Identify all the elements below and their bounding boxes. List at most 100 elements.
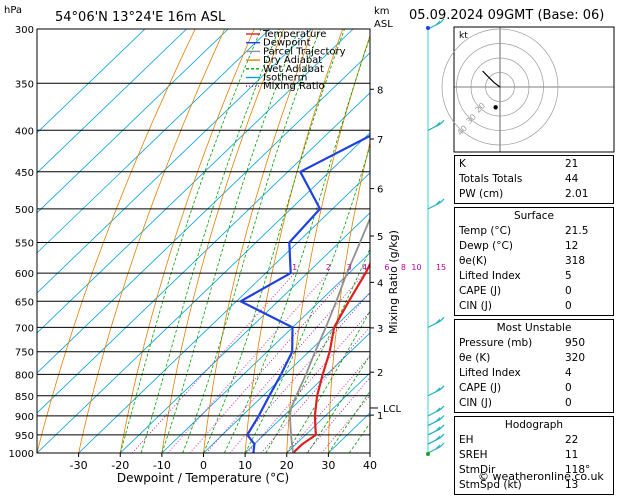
isotherm-line	[0, 29, 311, 453]
isotherm-line	[0, 29, 228, 453]
row-label: CAPE (J)	[459, 284, 501, 299]
row-label: EH	[459, 433, 474, 448]
row-label: θe(K)	[459, 254, 487, 269]
mixing-ratio-axis-label: Mixing Ratio (g/kg)	[387, 230, 400, 334]
row-value: 11	[565, 448, 609, 463]
temp-tick-label: 20	[280, 459, 294, 472]
wind-barb	[428, 416, 444, 426]
x-axis-label: Dewpoint / Temperature (°C)	[117, 471, 289, 485]
table-row: CAPE (J) 0	[459, 284, 609, 299]
isotherm-line	[0, 29, 395, 453]
row-label: Lifted Index	[459, 269, 521, 284]
km-tick-label: 6	[377, 185, 383, 196]
row-label: θe (K)	[459, 351, 490, 366]
temp-tick-label: 10	[238, 459, 252, 472]
surface-title: Surface	[459, 209, 609, 224]
row-value: 21	[565, 157, 609, 172]
table-row: Totals Totals 44	[459, 172, 609, 187]
row-value: 0	[565, 396, 609, 411]
mixing-ratio-label: 15	[436, 263, 446, 272]
copyright-footer: © weatheronline.co.uk	[478, 470, 604, 483]
indices-block: K 21 Totals Totals 44 PW (cm) 2.01	[454, 155, 614, 204]
parcel-trajectory-line	[290, 29, 436, 453]
mixing-ratio-label: 1	[292, 263, 297, 272]
table-row: CIN (J) 0	[459, 299, 609, 314]
temp-tick-label: -30	[70, 459, 88, 472]
temp-tick-label: -20	[111, 459, 129, 472]
pressure-tick-label: 600	[15, 269, 34, 280]
row-value: 0	[565, 284, 609, 299]
table-row: CIN (J) 0	[459, 396, 609, 411]
row-value: 2.01	[565, 187, 609, 202]
lcl-label: LCL	[383, 404, 402, 415]
mixing-ratio-label: 2	[326, 263, 331, 272]
row-value: 320	[565, 351, 609, 366]
pressure-tick-label: 400	[15, 126, 34, 137]
row-label: CIN (J)	[459, 396, 492, 411]
chart-title: 54°06'N 13°24'E 16m ASL	[55, 10, 226, 25]
table-row: θe(K) 318	[459, 254, 609, 269]
row-label: K	[459, 157, 466, 172]
storm-motion-point	[493, 105, 497, 109]
temp-tick-label: 40	[363, 459, 377, 472]
row-value: 4	[565, 366, 609, 381]
pressure-unit-label: hPa	[4, 5, 22, 16]
row-value: 5	[565, 269, 609, 284]
dry-adiabat-line	[120, 29, 254, 453]
pressure-tick-label: 750	[15, 348, 34, 359]
row-label: Lifted Index	[459, 366, 521, 381]
wind-top-marker	[426, 26, 430, 30]
pressure-tick-label: 1000	[9, 449, 34, 460]
row-value: 44	[565, 172, 609, 187]
wind-barb	[428, 443, 444, 453]
wind-barb	[428, 425, 444, 435]
km-tick-label: 5	[377, 232, 383, 243]
table-row: PW (cm) 2.01	[459, 187, 609, 202]
hodo-unit-label: kt	[459, 31, 468, 41]
pressure-tick-label: 800	[15, 370, 34, 381]
km-tick-label: 4	[377, 278, 383, 289]
km-tick-label: 2	[377, 368, 383, 379]
wind-bottom-marker	[426, 452, 430, 456]
row-value: 21.5	[565, 224, 609, 239]
row-value: 318	[565, 254, 609, 269]
km-tick-label: 8	[377, 85, 383, 96]
mixing-ratio-label: 3	[347, 263, 352, 272]
pressure-tick-label: 850	[15, 392, 34, 403]
isotherm-line	[0, 29, 436, 453]
row-label: Temp (°C)	[459, 224, 511, 239]
table-row: θe (K) 320	[459, 351, 609, 366]
mixing-ratio-label: 8	[401, 263, 406, 272]
temp-tick-label: 0	[200, 459, 207, 472]
asl-unit-label: ASL	[374, 19, 393, 30]
wind-barb	[428, 406, 444, 416]
legend-label: Mixing Ratio	[263, 81, 325, 92]
km-unit-label: km	[374, 6, 390, 17]
table-row: K 21	[459, 157, 609, 172]
dry-adiabat-line	[79, 29, 225, 453]
row-label: Dewp (°C)	[459, 239, 513, 254]
row-value: 22	[565, 433, 609, 448]
isotherm-line	[37, 29, 478, 453]
pressure-tick-label: 350	[15, 79, 34, 90]
wet-adiabat-line	[120, 29, 261, 453]
row-label: Totals Totals	[459, 172, 522, 187]
table-row: Lifted Index 5	[459, 269, 609, 284]
mixing-ratio-label: 6	[384, 263, 389, 272]
row-label: Pressure (mb)	[459, 336, 532, 351]
pressure-tick-label: 450	[15, 168, 34, 179]
temp-tick-label: -10	[153, 459, 171, 472]
row-label: CAPE (J)	[459, 381, 501, 396]
row-label: CIN (J)	[459, 299, 492, 314]
row-label: PW (cm)	[459, 187, 503, 202]
wind-barb	[428, 120, 444, 130]
wind-barb	[428, 434, 444, 444]
pressure-tick-label: 300	[15, 25, 34, 36]
wind-barb	[428, 317, 444, 327]
pressure-tick-label: 650	[15, 297, 34, 308]
date-title: 05.09.2024 09GMT (Base: 06)	[409, 8, 604, 23]
row-value: 0	[565, 299, 609, 314]
row-value: 950	[565, 336, 609, 351]
wind-barb	[428, 386, 444, 396]
